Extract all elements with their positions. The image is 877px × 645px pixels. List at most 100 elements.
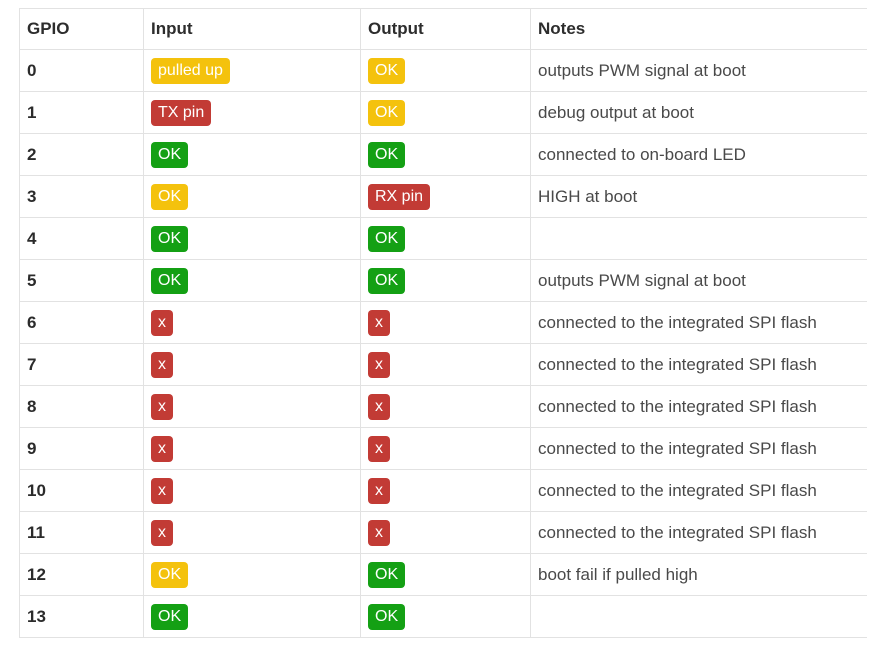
pin-notes: connected to the integrated SPI flash xyxy=(530,511,867,554)
col-header-notes: Notes xyxy=(530,8,867,50)
table-row: 5 OK OK outputs PWM signal at boot xyxy=(19,259,867,302)
pin-notes: connected to on-board LED xyxy=(530,133,867,176)
input-status: x xyxy=(143,301,361,344)
input-status: OK xyxy=(143,217,361,260)
status-badge: x xyxy=(151,477,173,504)
output-status: x xyxy=(360,385,531,428)
table-row: 4 OK OK xyxy=(19,217,867,260)
gpio-number: 10 xyxy=(19,469,144,512)
table-row: 0 pulled up OK outputs PWM signal at boo… xyxy=(19,49,867,92)
table-body: 0 pulled up OK outputs PWM signal at boo… xyxy=(19,49,867,638)
status-badge: RX pin xyxy=(368,183,431,210)
status-badge: x xyxy=(368,519,390,546)
status-badge: x xyxy=(151,351,173,378)
table-row: 8 x x connected to the integrated SPI fl… xyxy=(19,385,867,428)
pin-notes: debug output at boot xyxy=(530,91,867,134)
input-status: OK xyxy=(143,259,361,302)
status-badge: OK xyxy=(151,603,189,630)
output-status: RX pin xyxy=(360,175,531,218)
pin-notes: connected to the integrated SPI flash xyxy=(530,469,867,512)
gpio-number: 4 xyxy=(19,217,144,260)
gpio-number: 12 xyxy=(19,553,144,596)
table-row: 3 OK RX pin HIGH at boot xyxy=(19,175,867,218)
input-status: OK xyxy=(143,175,361,218)
gpio-number: 5 xyxy=(19,259,144,302)
output-status: OK xyxy=(360,91,531,134)
output-status: x xyxy=(360,469,531,512)
status-badge: x xyxy=(368,393,390,420)
status-badge: OK xyxy=(151,225,189,252)
pin-notes: connected to the integrated SPI flash xyxy=(530,301,867,344)
gpio-number: 3 xyxy=(19,175,144,218)
status-badge: OK xyxy=(151,561,189,588)
pin-notes: boot fail if pulled high xyxy=(530,553,867,596)
input-status: OK xyxy=(143,553,361,596)
table-row: 10 x x connected to the integrated SPI f… xyxy=(19,469,867,512)
output-status: OK xyxy=(360,49,531,92)
table-row: 1 TX pin OK debug output at boot xyxy=(19,91,867,134)
gpio-number: 2 xyxy=(19,133,144,176)
status-badge: OK xyxy=(368,99,406,126)
gpio-number: 9 xyxy=(19,427,144,470)
input-status: x xyxy=(143,469,361,512)
output-status: OK xyxy=(360,595,531,638)
output-status: OK xyxy=(360,133,531,176)
status-badge: OK xyxy=(151,141,189,168)
pin-notes: connected to the integrated SPI flash xyxy=(530,343,867,386)
output-status: x xyxy=(360,343,531,386)
input-status: OK xyxy=(143,133,361,176)
input-status: TX pin xyxy=(143,91,361,134)
col-header-gpio: GPIO xyxy=(19,8,144,50)
table-row: 2 OK OK connected to on-board LED xyxy=(19,133,867,176)
pin-notes: HIGH at boot xyxy=(530,175,867,218)
status-badge: OK xyxy=(368,57,406,84)
input-status: x xyxy=(143,343,361,386)
status-badge: x xyxy=(368,477,390,504)
header-row: GPIO Input Output Notes xyxy=(19,8,867,50)
pin-notes: outputs PWM signal at boot xyxy=(530,49,867,92)
table-row: 11 x x connected to the integrated SPI f… xyxy=(19,511,867,554)
status-badge: x xyxy=(368,435,390,462)
pin-notes xyxy=(530,217,867,260)
status-badge: OK xyxy=(368,561,406,588)
status-badge: OK xyxy=(368,603,406,630)
gpio-number: 7 xyxy=(19,343,144,386)
table-row: 7 x x connected to the integrated SPI fl… xyxy=(19,343,867,386)
table-row: 6 x x connected to the integrated SPI fl… xyxy=(19,301,867,344)
status-badge: x xyxy=(151,435,173,462)
output-status: x xyxy=(360,301,531,344)
gpio-number: 8 xyxy=(19,385,144,428)
input-status: OK xyxy=(143,595,361,638)
table-row: 12 OK OK boot fail if pulled high xyxy=(19,553,867,596)
output-status: x xyxy=(360,511,531,554)
status-badge: TX pin xyxy=(151,99,212,126)
pin-notes: outputs PWM signal at boot xyxy=(530,259,867,302)
gpio-number: 1 xyxy=(19,91,144,134)
output-status: x xyxy=(360,427,531,470)
status-badge: OK xyxy=(151,183,189,210)
pin-notes xyxy=(530,595,867,638)
status-badge: x xyxy=(151,393,173,420)
input-status: x xyxy=(143,427,361,470)
input-status: x xyxy=(143,385,361,428)
output-status: OK xyxy=(360,217,531,260)
input-status: pulled up xyxy=(143,49,361,92)
gpio-pin-table: GPIO Input Output Notes 0 pulled up OK o… xyxy=(19,8,867,638)
table-row: 9 x x connected to the integrated SPI fl… xyxy=(19,427,867,470)
output-status: OK xyxy=(360,553,531,596)
gpio-number: 6 xyxy=(19,301,144,344)
status-badge: OK xyxy=(368,141,406,168)
pin-notes: connected to the integrated SPI flash xyxy=(530,385,867,428)
output-status: OK xyxy=(360,259,531,302)
status-badge: x xyxy=(368,351,390,378)
gpio-number: 13 xyxy=(19,595,144,638)
col-header-input: Input xyxy=(143,8,361,50)
gpio-number: 0 xyxy=(19,49,144,92)
pin-notes: connected to the integrated SPI flash xyxy=(530,427,867,470)
status-badge: OK xyxy=(368,225,406,252)
gpio-number: 11 xyxy=(19,511,144,554)
status-badge: OK xyxy=(151,267,189,294)
status-badge: x xyxy=(151,309,173,336)
input-status: x xyxy=(143,511,361,554)
